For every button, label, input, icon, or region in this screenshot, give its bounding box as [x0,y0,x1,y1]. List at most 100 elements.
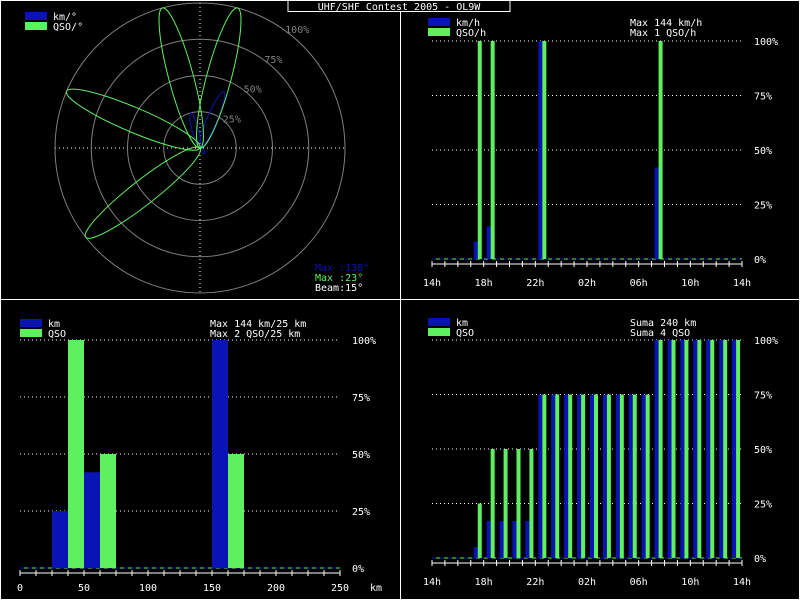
legend-label-qso: QSO/h [456,28,486,39]
legend-swatch-km [428,18,450,26]
bar-qso-cumulative [658,340,663,558]
legend-swatch-qso [428,328,450,336]
bar-qso-cumulative [490,449,495,558]
y-tick-label: 75% [352,393,370,404]
y-tick-label: 50% [754,445,772,456]
polar-info-line: Beam:15° [315,283,363,294]
bar-qso-cumulative [736,340,741,558]
bar-km-cumulative [564,394,569,558]
bar-qso-cumulative [619,394,624,558]
bar-qso-cumulative [697,340,702,558]
y-tick-label: 50% [352,450,370,461]
legend-label-qso: QSO/° [53,22,83,33]
legend-label-km: km/h [456,18,480,29]
bar-km-cumulative [525,520,530,558]
bar-qso-distance [228,454,244,568]
bar-km-cumulative [499,520,504,558]
legend-label-km: km/° [53,12,77,23]
bar-km-cumulative [538,394,543,558]
bar-qso-cumulative [516,449,521,558]
legend-label-qso: QSO [48,329,66,340]
y-tick-label: 50% [754,146,772,157]
bar-qso-per-hour [542,41,547,259]
x-tick-label: 06h [630,577,648,588]
y-tick-label: 0% [754,554,766,565]
y-tick-label: 75% [754,92,772,103]
qso-direction-lobe [84,146,202,239]
y-tick-label: 100% [754,336,778,347]
bar-qso-cumulative [581,394,586,558]
bar-km-per-hour [538,41,543,259]
x-tick-label: 14h [733,577,751,588]
x-unit-label: km [370,583,382,594]
x-tick-label: 150 [203,583,221,594]
bar-km-cumulative [654,340,659,558]
bar-km-distance [212,340,228,568]
legend-swatch-km [25,12,47,20]
legend-swatch-qso [20,329,42,337]
bar-km-cumulative [577,394,582,558]
bar-qso-cumulative [542,394,547,558]
polar-ring-3 [90,38,310,258]
polar-ring-2 [127,75,273,221]
bar-qso-cumulative [529,449,534,558]
max-label-km: Max 144 km/25 km [210,319,306,330]
max-label-qso: Max 1 QSO/h [630,28,696,39]
polar-ring-4 [54,2,346,294]
x-tick-label: 14h [423,577,441,588]
bar-qso-cumulative [477,503,482,558]
polar-ring-label: 50% [244,85,262,96]
bar-km-cumulative [706,340,711,558]
x-tick-label: 50 [78,583,90,594]
polar-info-line: Max :23° [315,273,363,284]
bar-qso-cumulative [594,394,598,558]
polar-ring-label: 75% [264,55,282,66]
bar-qso-cumulative [606,394,611,558]
y-tick-label: 0% [352,564,364,575]
x-tick-label: 18h [475,278,493,289]
x-tick-label: 06h [630,278,648,289]
bar-qso-cumulative [568,394,573,558]
bar-km-per-hour [486,226,491,259]
bar-km-cumulative [719,340,724,558]
max-label-km: Max 144 km/h [630,18,702,29]
y-tick-label: 100% [352,336,376,347]
bar-km-cumulative [628,394,633,558]
bar-km-cumulative [473,547,478,558]
bar-qso-cumulative [671,340,676,558]
bar-km-per-hour [473,241,478,259]
polar-ring-1 [163,111,237,185]
max-label-qso: Max 2 QSO/25 km [210,329,300,340]
legend-label-km: km [456,318,468,329]
bar-qso-cumulative [684,340,689,558]
legend-swatch-qso [428,28,450,36]
polar-info-line: Max :138° [315,263,369,274]
legend-label-qso: QSO [456,328,474,339]
bar-km-cumulative [551,394,556,558]
bar-qso-per-hour [490,41,495,259]
x-tick-label: 250 [331,583,349,594]
bar-km-cumulative [512,520,517,558]
bar-km-cumulative [486,520,491,558]
x-tick-label: 02h [578,577,596,588]
y-tick-label: 0% [754,255,766,266]
legend-label-km: km [48,319,60,330]
bar-qso-cumulative [645,394,650,558]
polar-ring-label: 25% [223,114,241,125]
bar-km-per-hour [654,167,659,259]
bar-qso-distance [68,340,84,568]
legend-swatch-qso [25,22,47,30]
legend-swatch-km [20,319,42,327]
y-tick-label: 75% [754,391,772,402]
bar-km-cumulative [590,394,594,558]
x-tick-label: 100 [139,583,157,594]
chart-title: UHF/SHF Contest 2005 - OL9W [318,2,482,13]
bar-km-distance [84,472,100,568]
y-tick-label: 100% [754,37,778,48]
x-tick-label: 14h [733,278,751,289]
x-tick-label: 18h [475,577,493,588]
bar-qso-per-hour [658,41,663,259]
x-tick-label: 10h [681,577,699,588]
x-tick-label: 14h [423,278,441,289]
